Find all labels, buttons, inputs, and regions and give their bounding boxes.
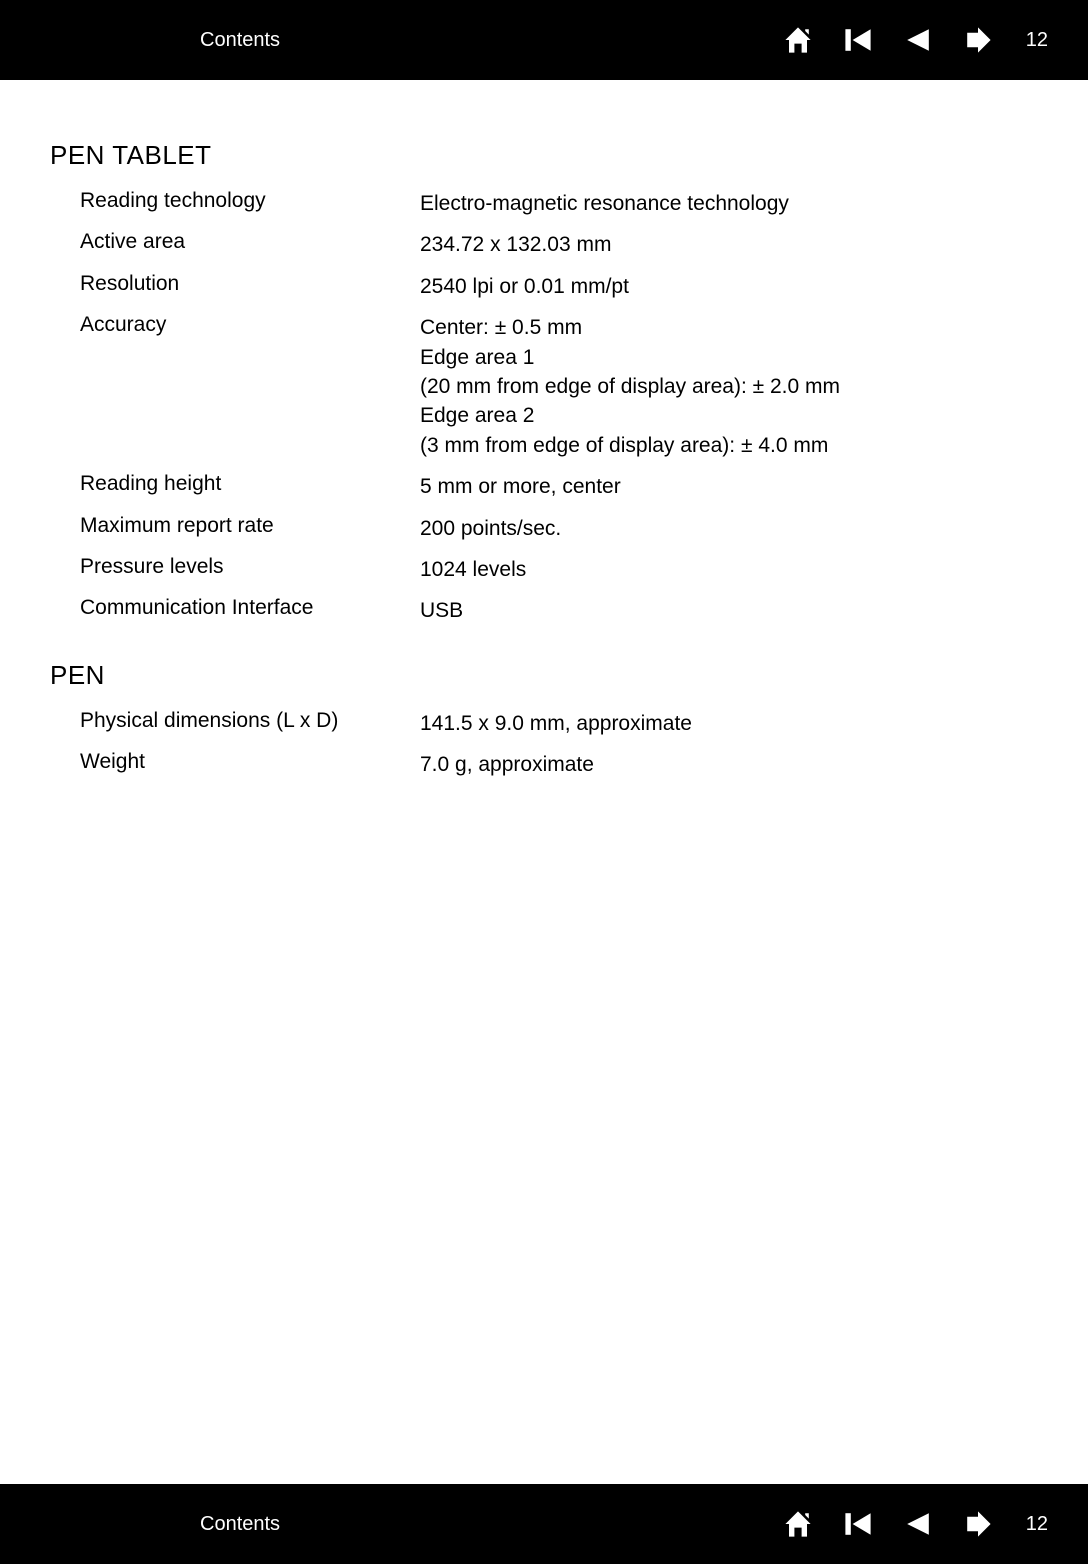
spec-value: Electro-magnetic resonance technology: [420, 189, 1038, 218]
nav-icons-top: 12: [778, 20, 1048, 60]
spec-row: Weight 7.0 g, approximate: [50, 744, 1038, 785]
spec-label: Active area: [50, 230, 420, 259]
next-page-icon[interactable]: [958, 1504, 998, 1544]
pen-tablet-specs: Reading technology Electro-magnetic reso…: [50, 183, 1038, 632]
pen-specs: Physical dimensions (L x D) 141.5 x 9.0 …: [50, 703, 1038, 786]
spec-label: Physical dimensions (L x D): [50, 709, 420, 738]
spec-value: 7.0 g, approximate: [420, 750, 1038, 779]
spec-label: Communication Interface: [50, 596, 420, 625]
spec-label: Weight: [50, 750, 420, 779]
page-number-top: 12: [1026, 29, 1048, 52]
spec-label: Reading height: [50, 472, 420, 501]
spec-value: 1024 levels: [420, 555, 1038, 584]
nav-icons-bottom: 12: [778, 1504, 1048, 1544]
spec-row: Resolution 2540 lpi or 0.01 mm/pt: [50, 266, 1038, 307]
previous-page-icon[interactable]: [898, 1504, 938, 1544]
spec-value: 2540 lpi or 0.01 mm/pt: [420, 272, 1038, 301]
first-page-icon[interactable]: [838, 1504, 878, 1544]
spec-value: Center: ± 0.5 mm Edge area 1 (20 mm from…: [420, 313, 1038, 460]
footer: Contents 12: [0, 1484, 1088, 1564]
spec-label: Accuracy: [50, 313, 420, 460]
home-icon[interactable]: [778, 20, 818, 60]
spec-row: Pressure levels 1024 levels: [50, 549, 1038, 590]
spec-row: Active area 234.72 x 132.03 mm: [50, 224, 1038, 265]
spec-label: Resolution: [50, 272, 420, 301]
spec-value: USB: [420, 596, 1038, 625]
spec-row: Maximum report rate 200 points/sec.: [50, 508, 1038, 549]
spec-row: Reading height 5 mm or more, center: [50, 466, 1038, 507]
contents-link-bottom[interactable]: Contents: [200, 1513, 280, 1536]
page-number-bottom: 12: [1026, 1513, 1048, 1536]
section-title-pen: PEN: [50, 660, 1038, 691]
spec-row: Physical dimensions (L x D) 141.5 x 9.0 …: [50, 703, 1038, 744]
previous-page-icon[interactable]: [898, 20, 938, 60]
header: Contents 12: [0, 0, 1088, 80]
spec-row: Communication Interface USB: [50, 590, 1038, 631]
home-icon[interactable]: [778, 1504, 818, 1544]
page-content: PEN TABLET Reading technology Electro-ma…: [0, 0, 1088, 785]
spec-value: 5 mm or more, center: [420, 472, 1038, 501]
spec-value: 200 points/sec.: [420, 514, 1038, 543]
next-page-icon[interactable]: [958, 20, 998, 60]
spec-label: Pressure levels: [50, 555, 420, 584]
section-title-pen-tablet: PEN TABLET: [50, 140, 1038, 171]
first-page-icon[interactable]: [838, 20, 878, 60]
spec-row: Reading technology Electro-magnetic reso…: [50, 183, 1038, 224]
spec-row: Accuracy Center: ± 0.5 mm Edge area 1 (2…: [50, 307, 1038, 466]
contents-link-top[interactable]: Contents: [200, 29, 280, 52]
spec-value: 141.5 x 9.0 mm, approximate: [420, 709, 1038, 738]
spec-label: Reading technology: [50, 189, 420, 218]
spec-label: Maximum report rate: [50, 514, 420, 543]
spec-value: 234.72 x 132.03 mm: [420, 230, 1038, 259]
